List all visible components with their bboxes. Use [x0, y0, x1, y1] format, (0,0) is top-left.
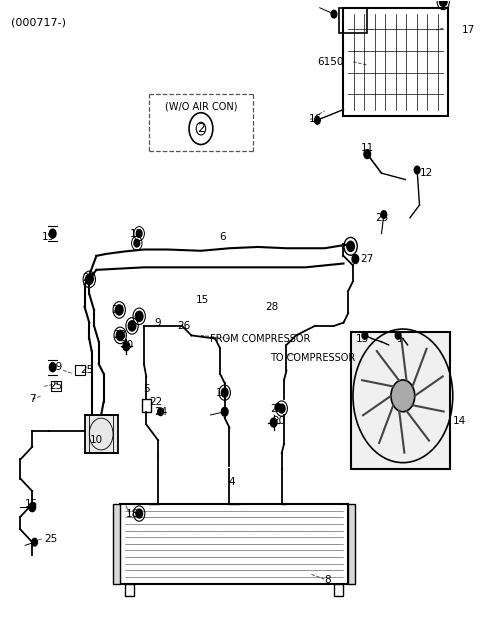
Text: 19: 19 [42, 232, 56, 242]
Text: (000717-): (000717-) [11, 17, 66, 27]
Text: 25: 25 [49, 381, 63, 391]
Circle shape [49, 363, 56, 372]
Text: 25: 25 [80, 366, 93, 375]
Text: 4: 4 [228, 477, 235, 487]
Circle shape [123, 342, 130, 351]
Text: 17: 17 [462, 25, 476, 35]
Bar [334, 583, 344, 596]
Circle shape [275, 403, 281, 411]
Text: 6150: 6150 [317, 57, 344, 67]
Text: 23: 23 [83, 273, 96, 283]
Bar [51, 381, 61, 392]
Circle shape [136, 509, 143, 518]
Bar [120, 504, 348, 583]
Circle shape [128, 321, 136, 331]
Text: 20: 20 [272, 416, 285, 426]
Circle shape [29, 503, 36, 512]
Text: 1: 1 [397, 334, 404, 344]
Bar [348, 504, 355, 583]
Circle shape [135, 311, 143, 321]
Text: 22: 22 [149, 397, 162, 407]
Text: 19: 19 [49, 362, 63, 372]
Circle shape [221, 389, 228, 397]
Text: 20: 20 [121, 340, 134, 350]
Bar [113, 504, 120, 583]
Text: 23: 23 [111, 305, 124, 315]
Text: 14: 14 [453, 416, 466, 426]
Text: 15: 15 [130, 229, 144, 238]
Circle shape [414, 166, 420, 174]
Text: 5: 5 [143, 385, 150, 394]
Text: TO COMPRESSOR: TO COMPRESSOR [270, 353, 355, 363]
Text: 25: 25 [375, 213, 388, 223]
Circle shape [362, 332, 368, 339]
Bar [142, 399, 151, 412]
Text: 9: 9 [154, 318, 160, 328]
Bar [339, 8, 367, 33]
Text: 18: 18 [125, 509, 139, 518]
Circle shape [116, 330, 124, 341]
Text: 6: 6 [219, 232, 226, 242]
Circle shape [32, 539, 37, 546]
Circle shape [134, 240, 140, 247]
Bar [125, 583, 134, 596]
Text: 15: 15 [25, 499, 38, 509]
Circle shape [115, 305, 123, 315]
Circle shape [364, 150, 371, 158]
Circle shape [270, 418, 277, 427]
Text: 2: 2 [197, 122, 205, 135]
Circle shape [49, 229, 56, 238]
Text: 12: 12 [420, 168, 433, 178]
Circle shape [381, 211, 387, 219]
Text: 23: 23 [114, 330, 127, 341]
Circle shape [221, 407, 228, 416]
Circle shape [278, 404, 285, 413]
Text: 11: 11 [360, 142, 374, 153]
Text: 26: 26 [177, 321, 191, 331]
Bar [75, 366, 84, 376]
Text: 25: 25 [44, 534, 58, 544]
Circle shape [158, 408, 163, 415]
Text: 24: 24 [270, 404, 284, 413]
Text: 16: 16 [308, 114, 322, 124]
Circle shape [391, 380, 415, 412]
Bar [350, 332, 450, 469]
Circle shape [314, 116, 320, 124]
Text: (W/O AIR CON): (W/O AIR CON) [165, 102, 237, 111]
Circle shape [352, 254, 359, 263]
Text: 7: 7 [29, 394, 36, 404]
Text: 10: 10 [90, 435, 103, 445]
Text: 8: 8 [324, 575, 331, 585]
Circle shape [85, 274, 93, 284]
Circle shape [347, 242, 354, 251]
Text: 27: 27 [360, 254, 373, 264]
Bar [344, 8, 448, 116]
Circle shape [440, 0, 447, 6]
Text: FROM COMPRESSOR: FROM COMPRESSOR [210, 334, 311, 344]
Text: 15: 15 [216, 388, 229, 397]
Text: 28: 28 [265, 302, 278, 312]
Text: 15: 15 [196, 295, 209, 305]
Circle shape [136, 230, 142, 238]
Text: 24: 24 [154, 407, 167, 417]
Circle shape [395, 332, 401, 339]
Bar [84, 415, 118, 453]
Text: 13: 13 [356, 334, 369, 344]
Circle shape [331, 10, 337, 18]
